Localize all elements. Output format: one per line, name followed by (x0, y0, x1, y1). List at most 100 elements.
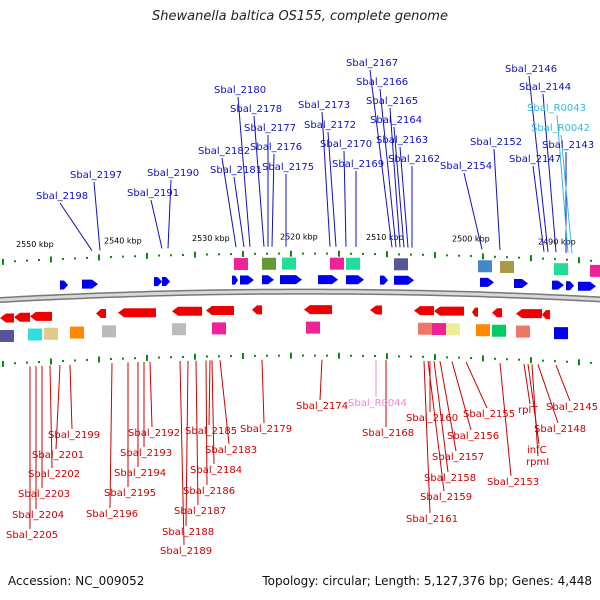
tick-mark (230, 355, 232, 358)
reverse-gene-label: Sbal_2204 (12, 510, 64, 521)
tick-mark (326, 354, 328, 357)
tick-mark (458, 254, 460, 257)
tick-mark (206, 253, 208, 256)
leader-line (369, 69, 393, 248)
forward-gene-arrow (480, 277, 494, 287)
tick-mark (110, 256, 112, 259)
tick-mark (266, 252, 268, 255)
reverse-gene-label: Sbal_2202 (28, 469, 80, 480)
forward-gene-arrow (578, 281, 596, 291)
forward-gene-label: Sbal_2162 (388, 154, 440, 165)
label-leader-lines (29, 69, 573, 546)
tick-mark (254, 252, 256, 255)
category-box (554, 327, 568, 340)
reverse-gene-label: rpmI (526, 457, 549, 468)
scale-label: 2500 kbp (452, 235, 490, 244)
tick-mark (194, 353, 196, 360)
category-box (306, 321, 320, 334)
forward-gene-label: Sbal_2163 (376, 135, 428, 146)
leader-line (55, 365, 61, 450)
reverse-gene-label: Sbal_2157 (432, 452, 484, 463)
leader-line (343, 150, 347, 247)
category-box (516, 325, 530, 338)
tick-mark (470, 357, 472, 360)
reverse-gene-arrow (172, 306, 202, 316)
tick-mark (98, 356, 100, 363)
forward-gene-label: Sbal_2190 (147, 168, 199, 179)
leader-line (237, 96, 251, 247)
leader-line (451, 361, 472, 431)
tick-mark (182, 253, 184, 256)
leader-line (219, 360, 230, 445)
reverse-gene-label: Sbal_2183 (205, 445, 257, 456)
leader-line (493, 148, 501, 251)
tick-mark (386, 353, 388, 360)
forward-gene-label: Sbal_2154 (440, 161, 492, 172)
forward-gene-label: Sbal_2165 (366, 96, 418, 107)
category-box (492, 324, 506, 337)
leader-line (327, 131, 337, 247)
forward-gene-label: Sbal_2169 (332, 159, 384, 170)
tick-mark (554, 360, 556, 363)
tick-mark (434, 252, 436, 259)
reverse-gene-label: Sbal_2188 (162, 527, 214, 538)
leader-line (149, 361, 153, 428)
reverse-gene-label: Sbal_2155 (463, 409, 515, 420)
tick-mark (242, 250, 244, 257)
genome-title: Shewanella baltica OS155, complete genom… (152, 9, 448, 24)
scale-label: 2550 kbp (16, 240, 54, 249)
category-box (0, 330, 14, 342)
tick-mark (374, 253, 376, 256)
reverse-gene-arrow (304, 305, 332, 315)
tick-mark (86, 358, 88, 361)
reverse-gene-label: Sbal_2205 (6, 530, 58, 541)
leader-line (465, 361, 488, 409)
leader-line (423, 360, 431, 514)
tick-mark (578, 359, 580, 366)
tick-mark (146, 252, 148, 259)
scale-label: 2520 kbp (280, 233, 318, 242)
tick-mark (506, 358, 508, 361)
category-box (500, 261, 514, 273)
tick-mark (170, 254, 172, 257)
forward-gene-label: Sbal_2146 (505, 64, 557, 75)
tick-mark (14, 362, 16, 365)
reverse-gene-arrow (492, 308, 502, 318)
tick-mark (398, 253, 400, 256)
leader-line (93, 181, 101, 251)
leader-line (179, 361, 185, 546)
tick-mark (278, 354, 280, 357)
tick-mark (74, 359, 76, 362)
tick-mark (110, 358, 112, 361)
tick-mark (530, 357, 532, 364)
tick-mark (578, 257, 580, 264)
tick-mark (590, 361, 592, 364)
leader-line (379, 88, 397, 248)
tick-mark (410, 355, 412, 358)
forward-gene-arrow (566, 281, 574, 291)
leader-line (271, 153, 275, 247)
tick-mark (434, 354, 436, 361)
forward-gene-label: Sbal_2176 (250, 142, 302, 153)
tick-mark (362, 252, 364, 255)
forward-gene-label: Sbal_2181 (210, 165, 262, 176)
tick-mark (506, 256, 508, 259)
reverse-gene-arrow (434, 306, 464, 316)
category-box (330, 257, 344, 270)
tick-mark (194, 251, 196, 258)
accession-text: Accession: NC_009052 (8, 574, 145, 588)
tick-mark (278, 252, 280, 255)
tick-mark (2, 360, 4, 367)
leader-line (59, 202, 93, 251)
category-box (476, 324, 490, 337)
leader-line (253, 115, 265, 247)
forward-gene-label: Sbal_2180 (214, 85, 266, 96)
leader-line (221, 157, 237, 248)
rna-gene-label: Sbal_R0043 (527, 103, 586, 114)
reverse-gene-label: Sbal_2193 (120, 448, 172, 459)
leader-line (439, 361, 457, 452)
reverse-gene-arrow (0, 313, 14, 323)
tick-mark (554, 258, 556, 261)
leader-line (560, 134, 573, 254)
reverse-gene-label: Sbal_2184 (190, 465, 242, 476)
